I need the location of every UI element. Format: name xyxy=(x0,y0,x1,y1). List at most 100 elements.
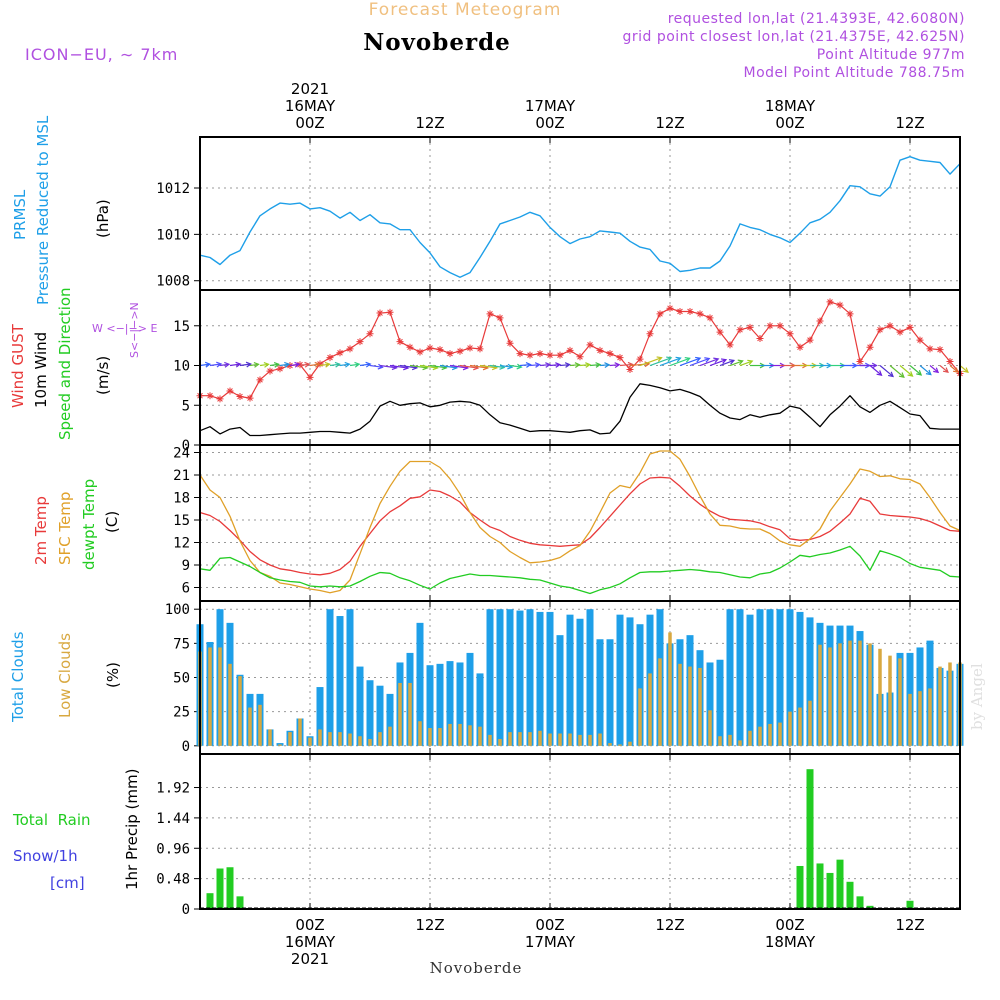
compass-ns: S<−|−>N xyxy=(128,302,141,358)
gust-marker xyxy=(576,353,584,361)
wind-arrow-head xyxy=(888,371,894,378)
low-cloud-bar xyxy=(248,707,252,746)
gust-marker xyxy=(766,322,774,330)
gust-marker xyxy=(306,373,314,381)
wind-arrow-head xyxy=(737,359,744,366)
gust-marker xyxy=(286,362,294,370)
wind-arrow-head xyxy=(585,362,592,368)
low-cloud-bar xyxy=(258,704,262,746)
wind-arrow-head xyxy=(334,361,341,368)
gust-marker xyxy=(886,322,894,330)
total-cloud-bar xyxy=(806,617,814,746)
wind-arrow-head xyxy=(644,361,651,368)
wind-arrow-head xyxy=(614,362,621,368)
low-cloud-bar xyxy=(218,647,222,746)
wind-arrow-head xyxy=(684,356,691,363)
low-cloud-bar xyxy=(448,723,452,746)
wind-arrow-head xyxy=(273,361,281,368)
rain-bar xyxy=(906,900,914,909)
y-tick-label: 0.48 xyxy=(156,872,190,888)
low-cloud-bar xyxy=(828,647,832,746)
gust-marker xyxy=(376,309,384,317)
y-tick-label: 100 xyxy=(165,602,190,618)
low-cloud-bar xyxy=(438,728,442,746)
compass-ew: W <−|−> E xyxy=(92,322,157,335)
wind-arrow xyxy=(519,363,531,367)
total-cloud-bar xyxy=(476,673,484,746)
gust-marker xyxy=(846,310,854,318)
pressure-panel: 1008 1010 1012 xyxy=(156,136,961,291)
wind-arrow xyxy=(369,364,383,368)
low-cloud-bar xyxy=(858,640,862,746)
wind-unit: (m/s) xyxy=(94,356,112,395)
wind-arrow-head xyxy=(871,362,878,369)
gust-marker xyxy=(946,358,954,366)
top-time-label: 00Z xyxy=(295,114,324,132)
wind-arrow-head xyxy=(204,361,212,368)
wind-arrow-head xyxy=(720,358,728,364)
chart-panels: 1008101010120510156912151821240255075100… xyxy=(156,136,969,918)
y-tick-label: 9 xyxy=(182,558,190,574)
wind-arrow xyxy=(279,363,290,367)
y-tick-label: 18 xyxy=(173,491,190,507)
low-cloud-bar xyxy=(618,744,622,746)
wind-arrow xyxy=(629,363,650,367)
y-tick-label: 5 xyxy=(182,398,190,414)
wind-arrow-head xyxy=(627,361,634,368)
total-cloud-bar xyxy=(496,609,504,746)
low-cloud-bar xyxy=(208,647,212,746)
wind-arrow xyxy=(949,365,959,373)
low-cloud-bar xyxy=(718,736,722,746)
gust-marker xyxy=(736,326,744,334)
low-cloud-bar xyxy=(528,732,532,746)
rain-bar xyxy=(796,865,804,909)
wind-arrow xyxy=(299,363,310,367)
gust-marker xyxy=(756,334,764,342)
gust-marker xyxy=(626,365,634,373)
top-time-label: 12Z xyxy=(415,114,444,132)
wind-arrow xyxy=(339,363,350,367)
low-cloud-bar xyxy=(228,663,232,746)
low-cloud-bar xyxy=(268,729,272,746)
pressure-label-prmsl: PRMSL xyxy=(11,189,29,240)
wind-arrow xyxy=(559,364,570,367)
low-cloud-bar xyxy=(368,738,372,746)
gust-marker xyxy=(426,344,434,352)
wind-arrow xyxy=(609,364,620,367)
low-cloud-bar xyxy=(838,643,842,746)
wind-arrow-head xyxy=(952,367,959,374)
top-time-label: 12Z xyxy=(655,114,684,132)
wind-arrow xyxy=(929,365,939,373)
wind-arrow xyxy=(529,364,540,367)
wind-arrow-head xyxy=(876,370,883,376)
wind-arrow xyxy=(899,365,913,377)
total-cloud-bar xyxy=(596,639,604,746)
low-cloud-bar xyxy=(818,644,822,746)
low-cloud-bar xyxy=(488,734,492,746)
gust-marker xyxy=(856,358,864,366)
wind-arrow-head xyxy=(224,361,231,368)
wind-arrow xyxy=(239,363,251,367)
low-cloud-bar xyxy=(628,741,632,746)
total-cloud-bar xyxy=(536,611,544,746)
bottom-time-label: 12Z xyxy=(415,916,444,934)
panel-border xyxy=(199,753,961,910)
low-clouds-label: Low Clouds xyxy=(56,633,74,718)
total-clouds-label: Total Clouds xyxy=(9,631,27,723)
wind-arrow xyxy=(199,363,210,367)
location-title: Novoberde xyxy=(363,29,511,56)
wind-arrow-head xyxy=(907,371,914,377)
wind-arrow xyxy=(269,363,279,367)
gust-marker xyxy=(506,339,514,347)
bottom-time-label: 16MAY xyxy=(285,933,336,951)
gust-marker xyxy=(326,354,334,362)
wind-arrow xyxy=(449,364,468,369)
gust-marker xyxy=(296,361,304,369)
wind-arrow xyxy=(889,365,905,378)
pressure-panel-labels: PRMSL Pressure Reduced to MSL (hPa) xyxy=(11,115,112,305)
wind-arrow-head xyxy=(245,361,252,368)
bottom-time-label: 00Z xyxy=(775,916,804,934)
rain-bar xyxy=(206,893,214,909)
wind-arrow xyxy=(569,364,580,367)
total-cloud-bar xyxy=(316,687,324,746)
